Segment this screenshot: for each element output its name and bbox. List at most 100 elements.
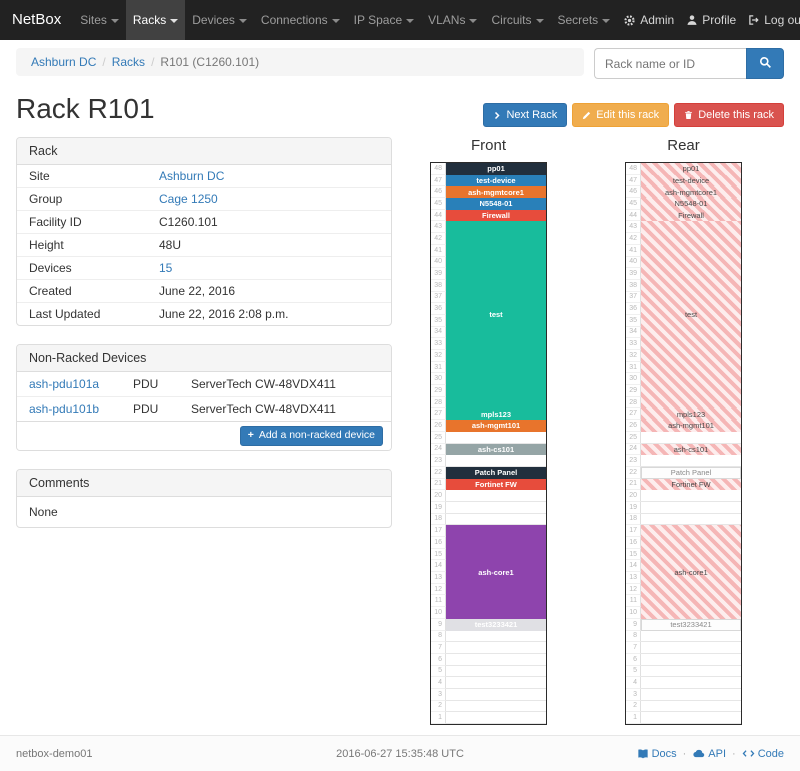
nav-item-sites[interactable]: Sites — [73, 0, 126, 40]
add-device-label: Add a non-racked device — [258, 429, 375, 441]
unit-number: 27 — [626, 408, 641, 421]
empty-slot[interactable] — [446, 455, 546, 467]
empty-slot[interactable] — [641, 501, 741, 514]
empty-slot[interactable] — [641, 630, 741, 643]
next-rack-button[interactable]: Next Rack — [483, 103, 568, 128]
navbar-profile[interactable]: Profile — [680, 0, 742, 40]
empty-slot[interactable] — [446, 677, 546, 689]
rack-device[interactable]: test — [641, 221, 741, 409]
rack-device[interactable]: test3233421 — [446, 618, 546, 631]
delete-rack-button[interactable]: Delete this rack — [674, 103, 784, 128]
rack-device[interactable]: Patch Panel — [446, 466, 546, 479]
empty-slot[interactable] — [641, 431, 741, 444]
rack-device[interactable]: test-device — [641, 174, 741, 187]
unit-number: 3 — [626, 688, 641, 701]
rack-device[interactable]: pp01 — [641, 163, 741, 175]
rack-device[interactable]: ash-mgmt101 — [641, 420, 741, 432]
empty-slot[interactable] — [446, 490, 546, 502]
nav-item-circuits[interactable]: Circuits — [484, 0, 550, 40]
empty-slot[interactable] — [641, 665, 741, 678]
breadcrumb-item[interactable]: Racks — [111, 55, 146, 69]
device-link[interactable]: ash-pdu101a — [29, 377, 100, 391]
unit-number: 38 — [431, 279, 446, 292]
rack-device[interactable]: ash-core1 — [446, 525, 546, 619]
nav-item-connections[interactable]: Connections — [254, 0, 347, 40]
nav-item-devices[interactable]: Devices — [185, 0, 254, 40]
rack-device[interactable]: test-device — [446, 174, 546, 187]
empty-slot[interactable] — [446, 665, 546, 678]
empty-slot[interactable] — [641, 653, 741, 666]
empty-slot[interactable] — [446, 700, 546, 713]
search-button[interactable] — [746, 48, 784, 79]
front-elevation-title: Front — [470, 137, 506, 154]
info-value[interactable]: Ashburn DC — [159, 169, 225, 183]
brand[interactable]: NetBox — [12, 11, 62, 28]
nav-item-vlans[interactable]: VLANs — [421, 0, 484, 40]
nav-item-secrets[interactable]: Secrets — [551, 0, 618, 40]
footer-link-api[interactable]: API — [692, 747, 726, 760]
footer-link-docs[interactable]: Docs — [637, 748, 677, 760]
unit-number: 7 — [626, 642, 641, 654]
unit-number: 15 — [431, 548, 446, 561]
empty-slot[interactable] — [641, 513, 741, 526]
breadcrumb-item[interactable]: Ashburn DC — [31, 55, 97, 69]
unit-number: 42 — [626, 233, 641, 245]
empty-slot[interactable] — [641, 677, 741, 689]
navbar-admin[interactable]: Admin — [617, 0, 680, 40]
rack-device[interactable]: Firewall — [641, 209, 741, 222]
rack-info-row: Site Ashburn DC — [17, 165, 391, 188]
info-value[interactable]: Cage 1250 — [159, 192, 218, 206]
navbar-log-out[interactable]: Log out — [742, 0, 800, 40]
empty-slot[interactable] — [641, 455, 741, 467]
empty-slot[interactable] — [446, 513, 546, 526]
rack-device[interactable]: ash-mgmt101 — [446, 420, 546, 432]
add-nonracked-device-button[interactable]: + Add a non-racked device — [239, 426, 383, 446]
breadcrumb-separator: / — [102, 55, 106, 69]
rack-device[interactable]: test3233421 — [641, 618, 741, 631]
rack-device[interactable]: Fortinet FW — [446, 478, 546, 491]
empty-slot[interactable] — [446, 712, 546, 724]
nav-item-racks[interactable]: Racks — [125, 0, 186, 40]
edit-rack-button[interactable]: Edit this rack — [572, 103, 670, 128]
device-link[interactable]: ash-pdu101b — [29, 402, 100, 416]
rack-device[interactable]: N5548-01 — [641, 198, 741, 210]
rear-elevation: Rear 48 47 46 45 44 43 42 41 40 39 38 37 36 35 34 33 32 3… — [625, 137, 742, 725]
rack-device[interactable]: ash-cs101 — [446, 443, 546, 456]
rack-device[interactable]: pp01 — [446, 163, 546, 175]
footer-link-label: API — [708, 747, 727, 760]
search-input[interactable] — [594, 48, 746, 79]
unit-number: 13 — [431, 572, 446, 584]
rack-info-row: Created June 22, 2016 — [17, 280, 391, 303]
empty-slot[interactable] — [641, 688, 741, 701]
info-value[interactable]: 15 — [159, 261, 173, 275]
rack-search — [594, 48, 784, 79]
footer-link-code[interactable]: Code — [742, 747, 784, 760]
empty-slot[interactable] — [446, 688, 546, 701]
rack-device[interactable]: mpls123 — [641, 408, 741, 421]
rack-device[interactable]: Patch Panel — [641, 466, 741, 479]
empty-slot[interactable] — [446, 501, 546, 514]
rack-device[interactable]: Fortinet FW — [641, 478, 741, 491]
rack-device[interactable]: Firewall — [446, 209, 546, 222]
empty-slot[interactable] — [641, 700, 741, 713]
rack-device[interactable]: ash-mgmtcore1 — [446, 186, 546, 199]
rack-device[interactable]: ash-core1 — [641, 525, 741, 619]
empty-slot[interactable] — [446, 630, 546, 643]
rack-device[interactable]: test — [446, 221, 546, 409]
rack-device[interactable]: ash-cs101 — [641, 443, 741, 456]
rack-device[interactable]: mpls123 — [446, 408, 546, 421]
navbar-right: Admin Profile Log out — [617, 0, 800, 40]
empty-slot[interactable] — [641, 642, 741, 654]
unit-number: 23 — [431, 455, 446, 467]
empty-slot[interactable] — [446, 431, 546, 444]
rack-device[interactable]: N5548-01 — [446, 198, 546, 210]
rack-device[interactable]: ash-mgmtcore1 — [641, 186, 741, 199]
empty-slot[interactable] — [446, 653, 546, 666]
comments-panel-title: Comments — [17, 469, 391, 497]
unit-number: 19 — [626, 501, 641, 514]
empty-slot[interactable] — [446, 642, 546, 654]
empty-slot[interactable] — [641, 712, 741, 724]
empty-slot[interactable] — [641, 490, 741, 502]
nav-item-ip-space[interactable]: IP Space — [347, 0, 421, 40]
unit-number: 8 — [626, 630, 641, 643]
